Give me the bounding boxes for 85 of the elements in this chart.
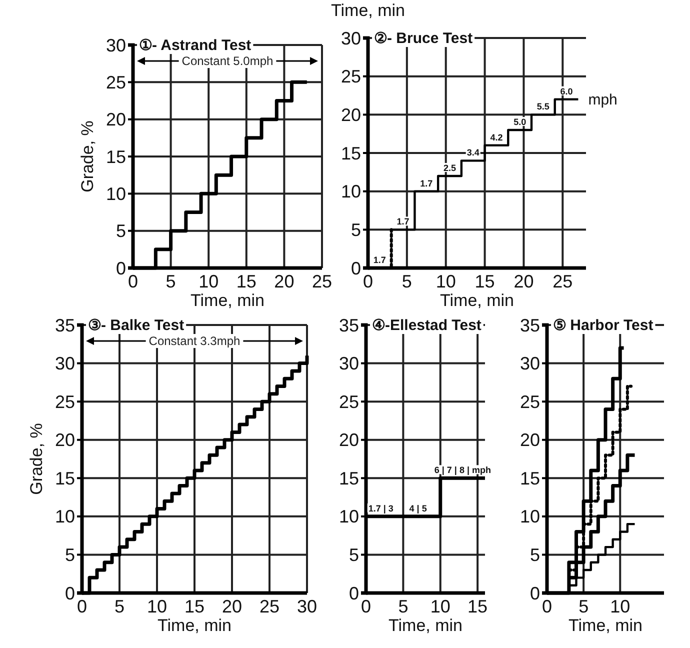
chart-title: ⑤ Harbor Test [553, 317, 654, 334]
x-axis-title: Time, min [440, 291, 514, 310]
x-tick-label: 10 [430, 596, 450, 616]
y-tick-label: 35 [520, 315, 540, 336]
y-tick-label: 10 [338, 506, 359, 527]
x-tick-label: 15 [468, 596, 488, 616]
x-axis-title: Time, min [568, 616, 642, 635]
y-tick-label: 5 [530, 545, 540, 566]
annotation: 3.4 [466, 148, 480, 158]
y-tick-label: 10 [520, 506, 540, 527]
chart-title: ④-Ellestad Test [372, 317, 482, 334]
x-tick-label: 25 [552, 271, 573, 292]
chart-title: ③- Balke Test [88, 317, 184, 334]
y-tick-label: 25 [520, 392, 540, 412]
y-tick-label: 30 [338, 354, 359, 374]
x-axis-title: Time, min [158, 616, 232, 635]
x-tick-label: 5 [166, 271, 176, 292]
y-tick-label: 20 [54, 430, 75, 450]
annotation: 1.7 [396, 216, 410, 227]
text: mph [588, 91, 618, 108]
y-tick-label: 25 [338, 392, 359, 412]
y-tick-label: 5 [64, 545, 75, 566]
x-tick-label: 30 [296, 596, 318, 616]
annotation: 1.7 | 3 [368, 503, 394, 514]
x-tick-label: 25 [259, 596, 280, 616]
annotation: Constant 3.3mph [148, 334, 240, 348]
x-tick-label: 20 [274, 271, 294, 292]
y-tick-label: 20 [520, 430, 540, 450]
y-tick-label: 15 [106, 146, 126, 167]
x-tick-label: 10 [610, 596, 630, 616]
y-tick-label: 5 [350, 220, 361, 240]
y-tick-label: 35 [338, 315, 359, 336]
y-tick-label: 25 [340, 66, 361, 87]
x-tick-label: 5 [578, 596, 589, 616]
annotation: 6 | 7 | 8 | mph [434, 465, 491, 476]
y-tick-label: 20 [338, 430, 359, 450]
y-axis-title: Grade, % [78, 120, 97, 192]
text: Time, min [331, 1, 405, 20]
annotation: Constant 5.0mph [182, 54, 274, 68]
y-tick-label: 30 [520, 354, 540, 374]
annotation: 6.0 [560, 86, 573, 96]
y-tick-label: 5 [348, 545, 359, 566]
x-tick-label: 20 [222, 596, 242, 616]
y-tick-label: 10 [54, 506, 75, 527]
y-tick-label: 5 [116, 221, 126, 242]
y-tick-label: 30 [106, 35, 126, 56]
y-tick-label: 10 [340, 182, 361, 202]
annotation: 4.2 [490, 132, 503, 142]
annotation: 5.5 [536, 102, 550, 112]
y-tick-label: 15 [520, 468, 540, 488]
y-tick-label: 0 [116, 258, 126, 278]
y-tick-label: 15 [340, 143, 361, 164]
annotation: 1.7 [420, 178, 433, 188]
x-tick-label: 5 [402, 271, 412, 292]
annotation: 4 | 5 [409, 503, 427, 514]
y-tick-label: 20 [340, 104, 361, 125]
x-tick-label: 25 [312, 271, 332, 292]
annotation: 2.5 [443, 163, 456, 173]
y-axis-title: Grade, % [27, 423, 46, 495]
x-tick-label: 10 [146, 596, 168, 616]
y-tick-label: 0 [64, 583, 75, 604]
annotation: 5.0 [514, 117, 526, 127]
y-tick-label: 30 [340, 28, 361, 48]
y-tick-label: 35 [54, 315, 75, 336]
x-tick-label: 15 [236, 271, 256, 292]
y-tick-label: 10 [106, 184, 126, 204]
y-tick-label: 0 [350, 258, 361, 278]
x-tick-label: 10 [436, 271, 456, 292]
y-tick-label: 0 [348, 583, 359, 604]
y-tick-label: 30 [54, 354, 75, 374]
x-tick-label: 10 [198, 271, 219, 292]
x-tick-label: 15 [184, 596, 205, 616]
x-tick-label: 15 [474, 271, 495, 292]
y-tick-label: 25 [54, 392, 75, 412]
x-axis-title: Time, min [388, 616, 462, 635]
x-axis-title: Time, min [190, 291, 264, 310]
chart-title: ①- Astrand Test [139, 37, 252, 54]
y-tick-label: 20 [106, 110, 126, 130]
y-tick-label: 15 [54, 468, 75, 488]
y-tick-label: 25 [106, 72, 126, 92]
y-tick-label: 0 [530, 583, 540, 604]
annotation: 1.7 [373, 255, 386, 265]
chart-title: ②- Bruce Test [374, 30, 473, 47]
y-tick-label: 15 [338, 468, 359, 488]
x-tick-label: 5 [398, 596, 408, 616]
